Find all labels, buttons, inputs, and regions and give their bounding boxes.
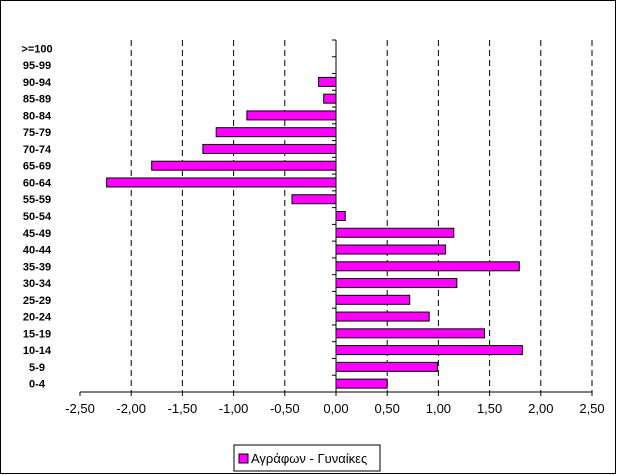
- y-tick-label-65-69: 65-69: [23, 161, 51, 173]
- y-tick-label-50-54: 50-54: [23, 211, 52, 223]
- x-tick-label-5: 0,00: [323, 401, 348, 416]
- bar-50-54: [335, 211, 346, 221]
- bar-85-89: [323, 93, 337, 104]
- y-tick-label-40-44: 40-44: [23, 245, 52, 257]
- x-tick-label-0: -2,50: [65, 401, 95, 416]
- bar-20-24: [335, 311, 430, 322]
- bar-70-74: [202, 143, 337, 154]
- chart-legend: Αγράφων - Γυναίκες: [233, 444, 381, 472]
- y-tick-label-95-99: 95-99: [23, 60, 51, 72]
- y-tick-label-15-19: 15-19: [23, 328, 51, 340]
- y-tick-label-70-74: 70-74: [23, 144, 52, 156]
- x-tick-label-6: 0,50: [375, 401, 400, 416]
- y-tick-label-10-14: 10-14: [23, 345, 52, 357]
- y-tick-label-80-84: 80-84: [23, 110, 52, 122]
- grid-layer: [130, 40, 593, 392]
- bar-80-84: [246, 110, 337, 121]
- y-tick-label-5-9: 5-9: [29, 362, 45, 374]
- y-tick-label-30-34: 30-34: [23, 278, 52, 290]
- bar-layer: [106, 76, 523, 389]
- y-tick-label-20-24: 20-24: [23, 312, 52, 324]
- x-tick-label-9: 2,00: [528, 401, 553, 416]
- y-tick-label-55-59: 55-59: [23, 194, 51, 206]
- bar-40-44: [335, 244, 447, 255]
- y-tick-label-35-39: 35-39: [23, 261, 51, 273]
- bar-60-64: [106, 177, 337, 188]
- y-tick-label-25-29: 25-29: [23, 295, 51, 307]
- x-tick-label-4: -0,50: [270, 401, 300, 416]
- axis-layer: 0-4 5-9 10-14 15-19 20-24 25-29 30-34 35-39 40-4…: [21, 39, 605, 416]
- bar-30-34: [335, 278, 458, 289]
- bar-75-79: [215, 127, 337, 138]
- bar-45-49: [335, 227, 455, 238]
- x-tick-label-10: 2,50: [579, 401, 604, 416]
- bar-65-69: [151, 160, 337, 171]
- x-tick-label-8: 1,50: [477, 401, 502, 416]
- legend-box: [233, 444, 381, 472]
- y-tick-label-0-4: 0-4: [29, 379, 46, 391]
- legend-swatch: [238, 453, 249, 464]
- legend-label: Αγράφων - Γυναίκες: [251, 451, 367, 466]
- bar-55-59: [291, 194, 337, 205]
- y-tick-label-90-94: 90-94: [23, 77, 52, 89]
- bar-5-9: [335, 361, 438, 372]
- bar-0-4: [335, 378, 388, 389]
- y-tick-label-75-79: 75-79: [23, 127, 51, 139]
- bar-25-29: [335, 294, 411, 305]
- bar-35-39: [335, 261, 520, 272]
- x-tick-label-7: 1,00: [426, 401, 451, 416]
- y-tick-label->=100: >=100: [21, 43, 52, 55]
- x-tick-label-2: -1,50: [168, 401, 198, 416]
- bar-15-19: [335, 328, 485, 339]
- bar-90-94: [318, 76, 337, 87]
- bar-10-14: [335, 345, 523, 356]
- y-tick-label-45-49: 45-49: [23, 228, 51, 240]
- x-tick-label-1: -2,00: [116, 401, 146, 416]
- y-tick-label-60-64: 60-64: [23, 177, 52, 189]
- y-tick-label-85-89: 85-89: [23, 94, 51, 106]
- x-tick-label-3: -1,00: [219, 401, 249, 416]
